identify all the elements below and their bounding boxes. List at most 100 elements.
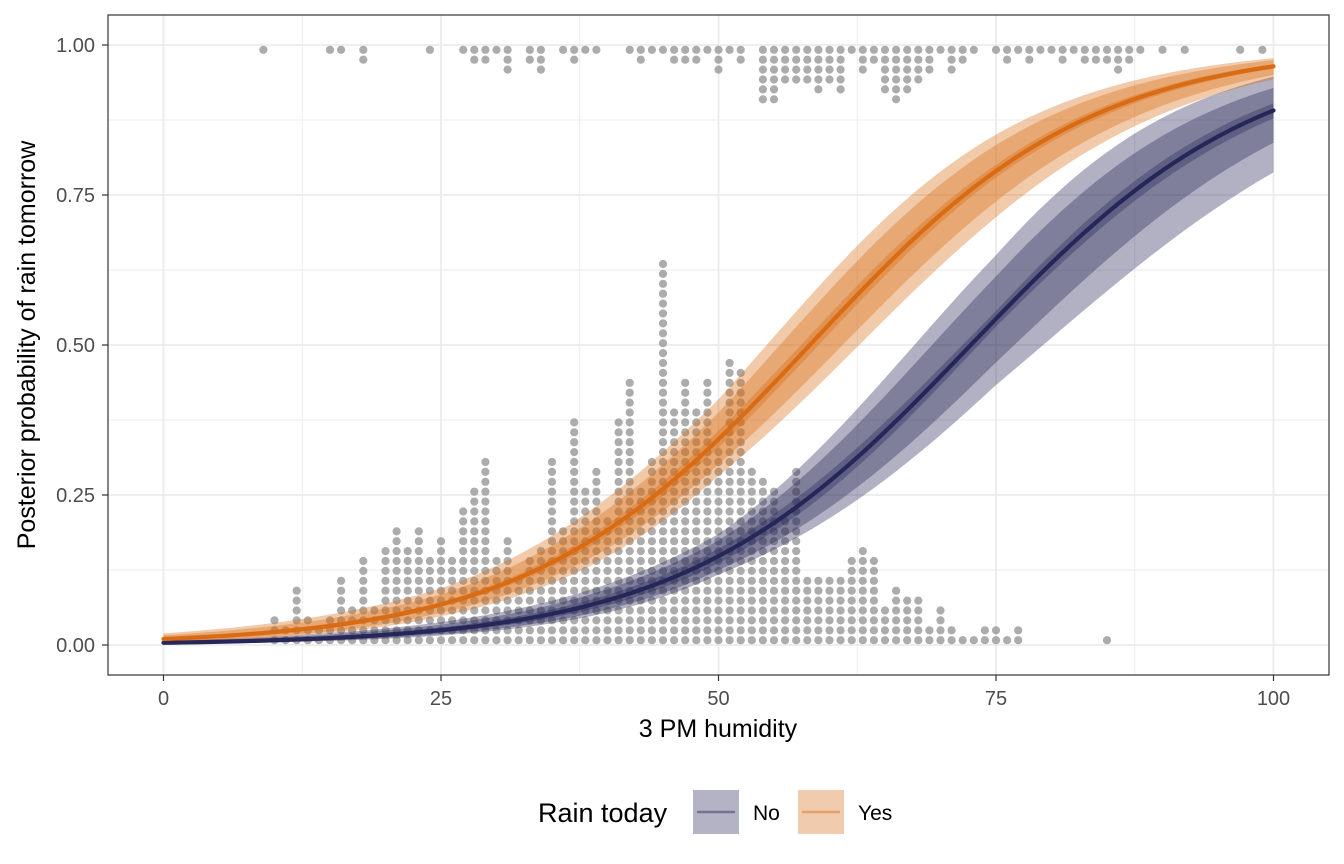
data-dot xyxy=(481,596,490,605)
data-dot xyxy=(603,537,612,546)
data-dot xyxy=(581,497,590,506)
data-dot xyxy=(758,626,768,635)
data-dot xyxy=(403,596,412,605)
data-dot xyxy=(847,586,856,595)
data-dot xyxy=(547,586,557,595)
data-dot xyxy=(414,576,423,585)
data-dot xyxy=(492,606,501,615)
data-dot xyxy=(403,556,412,566)
data-dot xyxy=(448,586,457,595)
data-dot xyxy=(903,55,912,64)
data-dot xyxy=(581,586,590,595)
data-dot xyxy=(392,566,401,576)
data-dot xyxy=(359,45,368,54)
data-dot xyxy=(903,626,912,635)
data-dot xyxy=(547,547,557,556)
data-dot xyxy=(448,556,457,566)
data-dot xyxy=(670,517,679,526)
data-dot xyxy=(736,477,745,486)
data-dot xyxy=(636,487,645,496)
data-dot xyxy=(781,55,790,64)
data-dot xyxy=(503,65,512,74)
data-dot xyxy=(525,596,534,605)
data-dot xyxy=(570,576,579,585)
data-dot xyxy=(625,527,634,536)
data-dot xyxy=(714,527,723,536)
data-dot xyxy=(1091,55,1100,64)
data-dot xyxy=(625,517,634,526)
data-dot xyxy=(570,55,579,64)
data-dot xyxy=(625,576,634,585)
data-dot xyxy=(892,636,901,645)
data-dot xyxy=(1014,626,1023,635)
data-dot xyxy=(337,596,346,605)
data-dot xyxy=(570,556,579,566)
data-dot xyxy=(725,497,734,506)
data-dot xyxy=(625,378,634,387)
data-dot xyxy=(514,596,523,605)
data-dot xyxy=(570,616,579,625)
data-dot xyxy=(692,596,701,605)
data-dot xyxy=(869,616,879,625)
data-dot xyxy=(570,497,579,506)
data-dot xyxy=(792,517,801,526)
data-dot xyxy=(769,596,779,605)
data-dot xyxy=(359,55,368,64)
data-dot xyxy=(758,586,768,595)
data-dot xyxy=(858,45,867,54)
data-dot xyxy=(714,65,723,74)
data-dot xyxy=(647,566,657,576)
median-lines xyxy=(161,64,1276,645)
data-dot xyxy=(658,556,668,566)
data-dot xyxy=(658,616,668,625)
data-dot xyxy=(292,616,301,625)
legend-title: Rain today xyxy=(538,798,668,828)
data-dot xyxy=(381,596,390,605)
data-dot xyxy=(636,636,645,645)
data-dot xyxy=(736,457,745,467)
data-dot xyxy=(681,408,690,417)
data-dot xyxy=(681,576,690,585)
data-dot xyxy=(781,636,790,645)
data-dot xyxy=(592,477,601,486)
data-dot xyxy=(692,616,701,625)
data-dot xyxy=(803,65,812,74)
data-dot xyxy=(658,45,668,54)
data-dot xyxy=(570,448,579,457)
data-dot xyxy=(448,606,457,615)
data-dot xyxy=(880,75,890,84)
data-dot xyxy=(670,418,679,427)
data-dot xyxy=(614,547,623,556)
data-dot xyxy=(670,487,679,496)
data-dot xyxy=(681,418,690,427)
data-dot xyxy=(736,626,745,635)
data-dot xyxy=(758,45,768,54)
data-dot xyxy=(403,547,412,556)
data-dot xyxy=(592,487,601,496)
data-dot xyxy=(381,626,390,635)
data-dot xyxy=(547,626,557,635)
data-dot xyxy=(692,576,701,585)
data-dot xyxy=(736,616,745,625)
data-dot xyxy=(758,606,768,615)
data-dot xyxy=(536,636,546,645)
data-dot xyxy=(714,457,723,467)
data-dot xyxy=(869,556,879,566)
data-dot xyxy=(592,45,601,54)
data-dot xyxy=(736,388,745,397)
data-dot xyxy=(758,556,768,566)
data-dot xyxy=(747,616,756,625)
data-dot xyxy=(292,606,301,615)
data-dot xyxy=(436,566,446,576)
data-dot xyxy=(836,45,845,54)
data-dot xyxy=(436,606,446,615)
data-dot xyxy=(1125,45,1134,54)
data-dot xyxy=(792,606,801,615)
data-dot xyxy=(670,537,679,546)
legend-key-yes xyxy=(798,790,844,834)
data-dot xyxy=(514,626,523,635)
data-dot xyxy=(792,527,801,536)
data-dot xyxy=(658,398,668,407)
data-dot xyxy=(781,517,790,526)
data-dot xyxy=(714,576,723,585)
